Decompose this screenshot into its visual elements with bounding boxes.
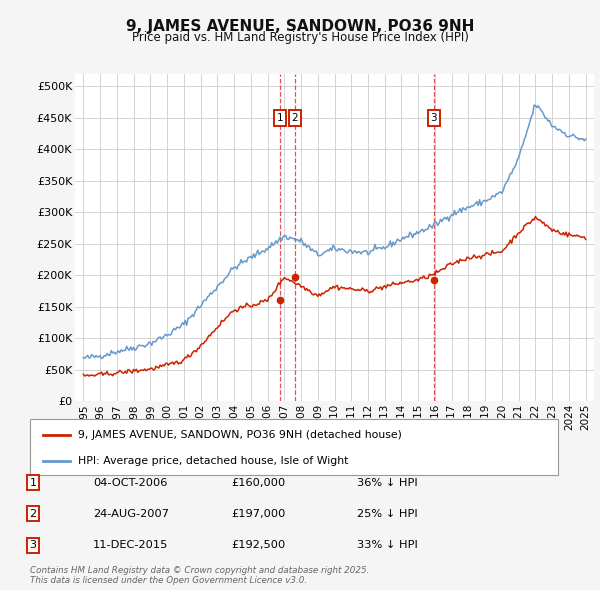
- Text: Contains HM Land Registry data © Crown copyright and database right 2025.
This d: Contains HM Land Registry data © Crown c…: [30, 566, 370, 585]
- Text: HPI: Average price, detached house, Isle of Wight: HPI: Average price, detached house, Isle…: [77, 456, 348, 466]
- Text: 04-OCT-2006: 04-OCT-2006: [93, 478, 167, 487]
- Text: 33% ↓ HPI: 33% ↓ HPI: [357, 540, 418, 550]
- Text: 25% ↓ HPI: 25% ↓ HPI: [357, 509, 418, 519]
- Text: 9, JAMES AVENUE, SANDOWN, PO36 9NH: 9, JAMES AVENUE, SANDOWN, PO36 9NH: [126, 19, 474, 34]
- Text: 24-AUG-2007: 24-AUG-2007: [93, 509, 169, 519]
- Text: Price paid vs. HM Land Registry's House Price Index (HPI): Price paid vs. HM Land Registry's House …: [131, 31, 469, 44]
- Text: 1: 1: [277, 113, 283, 123]
- FancyBboxPatch shape: [30, 419, 558, 475]
- Text: 3: 3: [29, 540, 37, 550]
- Text: £160,000: £160,000: [231, 478, 285, 487]
- Text: 11-DEC-2015: 11-DEC-2015: [93, 540, 169, 550]
- Text: 36% ↓ HPI: 36% ↓ HPI: [357, 478, 418, 487]
- Text: 2: 2: [292, 113, 298, 123]
- Text: 3: 3: [431, 113, 437, 123]
- Text: 2: 2: [29, 509, 37, 519]
- Text: £197,000: £197,000: [231, 509, 286, 519]
- Text: 9, JAMES AVENUE, SANDOWN, PO36 9NH (detached house): 9, JAMES AVENUE, SANDOWN, PO36 9NH (deta…: [77, 430, 401, 440]
- Text: 1: 1: [29, 478, 37, 487]
- Text: £192,500: £192,500: [231, 540, 285, 550]
